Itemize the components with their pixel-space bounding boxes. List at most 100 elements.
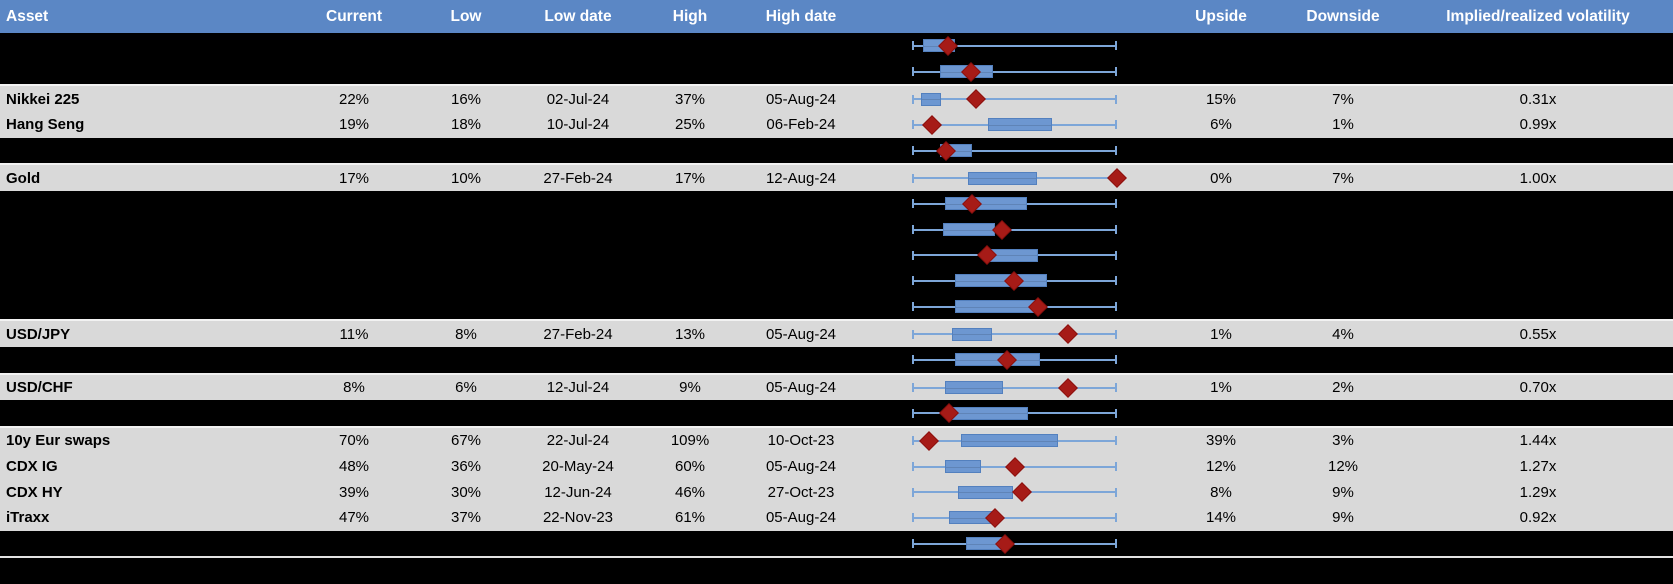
row-cell-low[interactable]: 6% — [455, 379, 477, 397]
row-cell-asset[interactable]: CDX IG — [6, 458, 58, 476]
row-cell-current[interactable] — [300, 138, 408, 164]
row-cell-implied-realized-volatility[interactable] — [1424, 138, 1652, 164]
row-cell-high-date[interactable] — [748, 294, 854, 320]
row-cell-high[interactable] — [632, 268, 748, 294]
row-cell-high[interactable]: 61% — [674, 509, 706, 527]
row-cell-low-date[interactable] — [524, 217, 632, 243]
row-cell-current[interactable]: 17% — [338, 169, 370, 187]
row-cell-low-date[interactable] — [524, 347, 632, 373]
row-cell-implied-realized-volatility[interactable] — [1424, 294, 1652, 320]
row-cell-implied-realized-volatility[interactable] — [1424, 347, 1652, 373]
row-cell-implied-realized-volatility[interactable]: 0.31x — [1519, 90, 1557, 108]
row-cell-asset[interactable] — [0, 347, 300, 373]
row-cell-low[interactable] — [408, 531, 524, 557]
row-cell-asset[interactable] — [0, 400, 300, 426]
row-cell-asset[interactable]: iTraxx — [6, 509, 50, 527]
row-cell-high-date[interactable]: 05-Aug-24 — [765, 509, 837, 527]
row-cell-high-date[interactable] — [748, 400, 854, 426]
row-cell-low-date[interactable] — [524, 400, 632, 426]
row-cell-high[interactable]: 25% — [674, 116, 706, 134]
row-cell-high[interactable]: 46% — [674, 483, 706, 501]
row-cell-upside[interactable]: 1% — [1210, 379, 1232, 397]
row-cell-high-date[interactable]: 06-Feb-24 — [766, 116, 836, 134]
row-cell-low[interactable] — [408, 347, 524, 373]
row-cell-upside[interactable]: 15% — [1205, 90, 1237, 108]
row-cell-implied-realized-volatility[interactable] — [1424, 191, 1652, 217]
row-cell-low-date[interactable]: 12-Jul-24 — [546, 379, 610, 397]
row-cell-downside[interactable]: 7% — [1332, 169, 1354, 187]
row-cell-upside[interactable]: 12% — [1205, 458, 1237, 476]
row-cell-downside[interactable] — [1262, 59, 1424, 85]
row-cell-asset[interactable] — [0, 138, 300, 164]
row-cell-asset[interactable]: USD/CHF — [6, 379, 73, 397]
row-cell-downside[interactable]: 9% — [1332, 509, 1354, 527]
row-cell-downside[interactable] — [1262, 217, 1424, 243]
row-cell-low-date[interactable] — [524, 33, 632, 59]
row-cell-low[interactable]: 8% — [455, 325, 477, 343]
row-cell-low-date[interactable] — [524, 191, 632, 217]
row-cell-low-date[interactable] — [524, 294, 632, 320]
row-cell-high[interactable] — [632, 191, 748, 217]
row-cell-downside[interactable] — [1262, 242, 1424, 268]
row-cell-upside[interactable] — [1180, 217, 1262, 243]
row-cell-low-date[interactable] — [524, 268, 632, 294]
row-cell-low[interactable]: 36% — [450, 458, 482, 476]
row-cell-implied-realized-volatility[interactable] — [1424, 268, 1652, 294]
row-cell-low-date[interactable]: 02-Jul-24 — [546, 90, 610, 108]
row-cell-low[interactable] — [408, 191, 524, 217]
row-cell-asset[interactable]: Gold — [6, 169, 41, 187]
header-cell-high[interactable]: High — [672, 7, 708, 25]
header-cell-high-date[interactable]: High date — [765, 7, 837, 25]
row-cell-asset[interactable]: Nikkei 225 — [6, 90, 80, 108]
row-cell-high-date[interactable] — [748, 59, 854, 85]
row-cell-current[interactable]: 48% — [338, 458, 370, 476]
row-cell-upside[interactable] — [1180, 242, 1262, 268]
row-cell-low-date[interactable] — [524, 59, 632, 85]
row-cell-current[interactable] — [300, 191, 408, 217]
row-cell-high-date[interactable] — [748, 138, 854, 164]
row-cell-downside[interactable] — [1262, 33, 1424, 59]
row-cell-asset[interactable]: USD/JPY — [6, 325, 71, 343]
row-cell-current[interactable]: 70% — [338, 432, 370, 450]
row-cell-asset[interactable] — [0, 59, 300, 85]
row-cell-asset[interactable] — [0, 531, 300, 557]
row-cell-low-date[interactable] — [524, 558, 632, 584]
row-cell-implied-realized-volatility[interactable] — [1424, 531, 1652, 557]
row-cell-high-date[interactable] — [748, 558, 854, 584]
row-cell-current[interactable]: 39% — [338, 483, 370, 501]
row-cell-implied-realized-volatility[interactable]: 0.70x — [1519, 379, 1557, 397]
row-cell-implied-realized-volatility[interactable] — [1424, 242, 1652, 268]
row-cell-upside[interactable] — [1180, 400, 1262, 426]
row-cell-high[interactable]: 37% — [674, 90, 706, 108]
row-cell-current[interactable]: 47% — [338, 509, 370, 527]
header-cell-downside[interactable]: Downside — [1306, 7, 1380, 25]
row-cell-high[interactable] — [632, 138, 748, 164]
row-cell-high[interactable] — [632, 558, 748, 584]
row-cell-upside[interactable]: 14% — [1205, 509, 1237, 527]
header-cell-asset[interactable]: Asset — [6, 7, 49, 25]
row-cell-high-date[interactable]: 05-Aug-24 — [765, 458, 837, 476]
row-cell-low[interactable]: 67% — [450, 432, 482, 450]
row-cell-upside[interactable]: 0% — [1210, 169, 1232, 187]
row-cell-current[interactable] — [300, 294, 408, 320]
row-cell-downside[interactable]: 2% — [1332, 379, 1354, 397]
row-cell-implied-realized-volatility[interactable] — [1424, 33, 1652, 59]
row-cell-upside[interactable] — [1180, 33, 1262, 59]
row-cell-high-date[interactable] — [748, 242, 854, 268]
row-cell-current[interactable] — [300, 217, 408, 243]
row-cell-current[interactable] — [300, 531, 408, 557]
row-cell-asset[interactable] — [0, 558, 300, 584]
row-cell-downside[interactable] — [1262, 558, 1424, 584]
row-cell-upside[interactable] — [1180, 558, 1262, 584]
row-cell-downside[interactable] — [1262, 347, 1424, 373]
row-cell-upside[interactable] — [1180, 138, 1262, 164]
row-cell-downside[interactable] — [1262, 531, 1424, 557]
row-cell-high-date[interactable] — [748, 531, 854, 557]
row-cell-implied-realized-volatility[interactable]: 1.27x — [1519, 458, 1557, 476]
row-cell-high-date[interactable]: 05-Aug-24 — [765, 379, 837, 397]
row-cell-current[interactable] — [300, 268, 408, 294]
row-cell-low-date[interactable]: 22-Jul-24 — [546, 432, 610, 450]
row-cell-implied-realized-volatility[interactable] — [1424, 400, 1652, 426]
row-cell-current[interactable] — [300, 242, 408, 268]
row-cell-low-date[interactable] — [524, 242, 632, 268]
